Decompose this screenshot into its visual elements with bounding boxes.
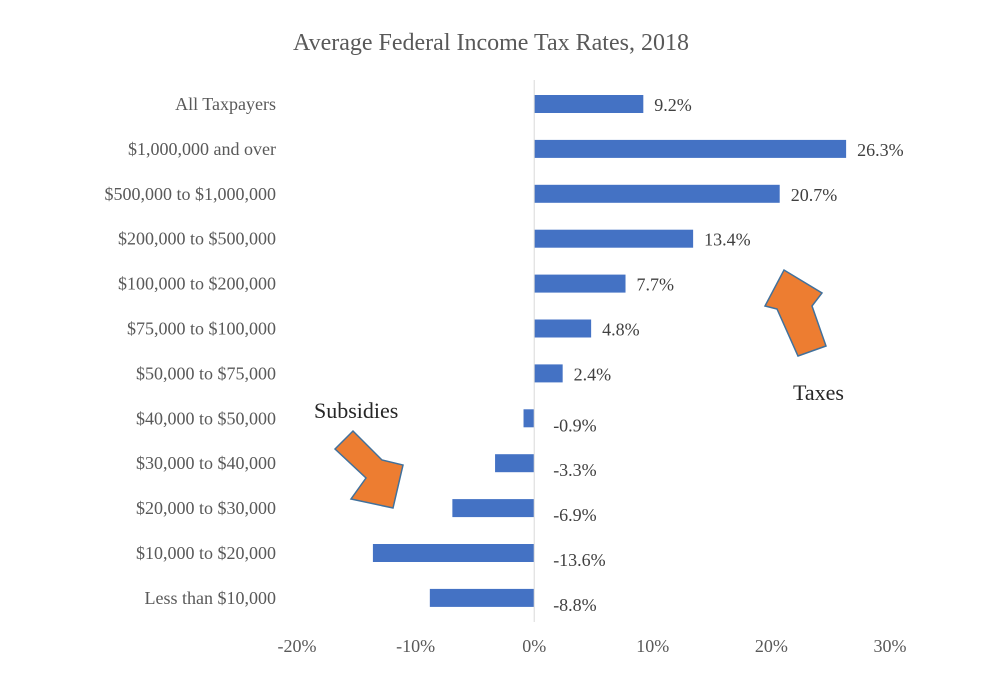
category-label: $10,000 to $20,000 [136,543,276,563]
x-tick-label: -10% [396,636,435,656]
data-label: -6.9% [553,505,597,525]
data-label: 20.7% [791,185,838,205]
x-tick-label: 30% [874,636,907,656]
bar [429,588,535,607]
x-tick-label: 10% [636,636,669,656]
category-label: $100,000 to $200,000 [118,274,276,294]
category-labels: All Taxpayers $1,000,000 and over $500,000… [104,94,276,608]
bar [534,184,780,203]
bar [534,364,563,383]
bar [534,95,644,113]
data-label: -3.3% [553,460,597,480]
category-label: $40,000 to $50,000 [136,408,276,428]
subsidies-arrow [333,429,404,509]
taxes-annotation: Taxes [793,380,844,405]
bar [534,139,847,158]
category-label: $50,000 to $75,000 [136,363,276,383]
category-label: $30,000 to $40,000 [136,453,276,473]
bar [534,319,592,338]
bar [372,544,535,562]
category-label: All Taxpayers [175,94,276,114]
category-label: $20,000 to $30,000 [136,498,276,518]
data-label: 2.4% [574,364,612,384]
chart-title: Average Federal Income Tax Rates, 2018 [293,30,689,56]
data-label: 4.8% [602,320,640,340]
category-label: $75,000 to $100,000 [127,319,276,339]
data-label: -8.8% [553,595,597,615]
bar [495,454,535,473]
data-label: -13.6% [553,550,606,570]
data-label: 13.4% [704,230,751,250]
data-label: 26.3% [857,140,904,160]
bar [523,409,535,428]
x-tick-label: 20% [755,636,788,656]
data-labels: 9.2% 26.3% 20.7% 13.4% 7.7% 4.8% 2.4% -0.9% -3.3… [553,95,903,615]
bar [534,274,626,293]
subsidies-annotation: Subsidies [314,398,398,423]
data-label: 9.2% [654,95,692,115]
x-tick-label: 0% [522,636,546,656]
bars-group [372,95,847,607]
category-label: $500,000 to $1,000,000 [104,184,276,204]
bar [534,229,694,248]
x-tick-label: -20% [278,636,317,656]
bar [452,499,535,518]
data-label: -0.9% [553,415,597,435]
category-label: $1,000,000 and over [128,139,276,159]
category-label: Less than $10,000 [145,588,276,608]
x-tick-labels: -20% -10% 0% 10% 20% 30% [278,636,907,656]
category-label: $200,000 to $500,000 [118,229,276,249]
taxes-arrow [763,268,827,357]
data-label: 7.7% [637,275,675,295]
